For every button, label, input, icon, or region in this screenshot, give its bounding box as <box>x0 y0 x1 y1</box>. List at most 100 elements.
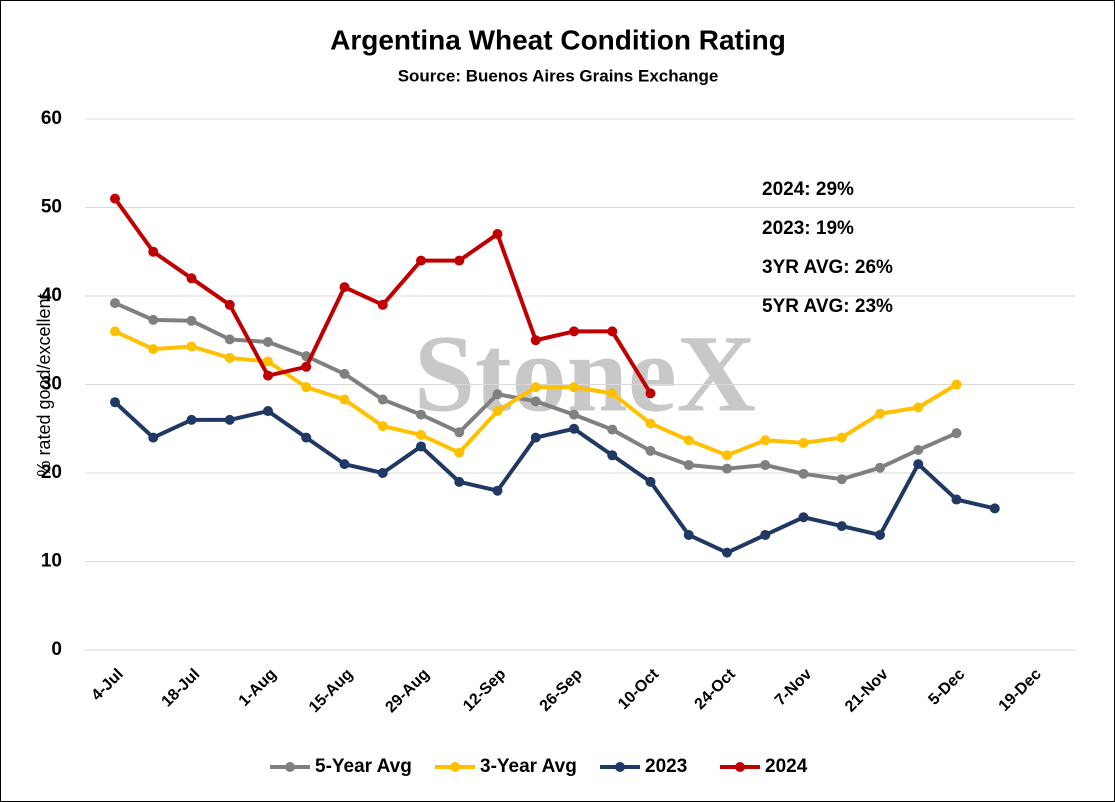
data-point <box>492 389 503 400</box>
data-point <box>224 299 235 310</box>
data-point <box>148 246 159 257</box>
data-point <box>875 529 885 540</box>
y-tick-label: 50 <box>41 197 62 218</box>
data-point <box>224 334 235 345</box>
data-point <box>492 406 503 417</box>
data-point <box>683 435 694 446</box>
data-point <box>339 394 350 405</box>
data-point <box>836 474 847 485</box>
data-point <box>339 459 350 470</box>
legend-marker <box>450 762 460 772</box>
data-point <box>377 468 388 478</box>
data-point <box>760 460 771 471</box>
series-line <box>113 400 996 555</box>
data-point <box>416 409 426 420</box>
data-point <box>607 450 618 461</box>
data-point <box>798 468 809 479</box>
data-point <box>148 432 159 443</box>
annotation: 2024: 29% <box>762 179 854 200</box>
data-point <box>530 335 541 346</box>
data-point <box>951 428 962 439</box>
data-point <box>645 476 656 487</box>
annotation: 5YR AVG: 23% <box>762 296 893 317</box>
data-point <box>951 379 962 390</box>
data-point <box>569 382 579 393</box>
data-point <box>148 314 159 325</box>
legend-marker <box>615 762 625 772</box>
data-point <box>110 298 120 309</box>
data-point <box>875 462 885 473</box>
legend-label: 2023 <box>645 756 687 777</box>
y-tick-label: 10 <box>41 551 62 572</box>
data-point <box>110 193 120 204</box>
data-point <box>110 326 120 337</box>
data-point <box>492 229 503 240</box>
data-point <box>454 447 465 458</box>
legend-label: 2024 <box>765 756 808 777</box>
data-point <box>607 424 618 435</box>
data-point <box>530 432 541 443</box>
legend-marker <box>285 762 295 772</box>
data-point <box>722 450 732 461</box>
legend-label: 3-Year Avg <box>480 756 577 777</box>
data-point <box>186 315 197 326</box>
data-point <box>454 476 465 487</box>
y-tick-label: 0 <box>51 639 62 660</box>
data-point <box>224 352 235 363</box>
y-tick-label: 20 <box>41 462 62 483</box>
data-point <box>951 494 962 505</box>
data-point <box>722 547 732 558</box>
data-point <box>339 282 350 293</box>
data-point <box>377 394 388 405</box>
data-point <box>607 388 618 399</box>
y-tick-label: 60 <box>41 108 62 129</box>
data-point <box>836 521 847 532</box>
data-point <box>989 503 1000 514</box>
data-point <box>263 337 273 348</box>
data-point <box>186 273 197 284</box>
data-point <box>645 445 656 456</box>
chart-subtitle: Source: Buenos Aires Grains Exchange <box>398 66 719 85</box>
data-point <box>913 444 924 455</box>
data-point <box>301 382 312 393</box>
data-point <box>492 485 503 496</box>
data-point <box>454 255 465 266</box>
legend-label: 5-Year Avg <box>315 756 412 777</box>
data-point <box>110 397 120 408</box>
data-point <box>186 341 197 352</box>
data-point <box>722 463 732 474</box>
data-point <box>301 361 312 372</box>
data-point <box>530 396 541 407</box>
data-point <box>913 402 924 413</box>
data-point <box>645 388 656 399</box>
data-point <box>645 418 656 429</box>
data-point <box>607 326 618 337</box>
data-point <box>683 529 694 540</box>
y-axis-label: % rated good/excellent <box>34 293 54 476</box>
data-point <box>416 429 426 440</box>
data-point <box>683 460 694 471</box>
annotation: 2023: 19% <box>762 218 854 239</box>
data-point <box>569 326 579 337</box>
chart-title: Argentina Wheat Condition Rating <box>330 24 786 55</box>
data-point <box>377 421 388 432</box>
data-point <box>416 255 426 266</box>
data-point <box>263 370 273 381</box>
data-point <box>569 409 579 420</box>
data-point <box>530 382 541 393</box>
data-point <box>569 423 579 434</box>
data-point <box>760 529 771 540</box>
data-point <box>263 356 273 367</box>
data-point <box>836 432 847 443</box>
data-point <box>760 435 771 446</box>
y-tick-label: 30 <box>41 374 62 395</box>
data-point <box>301 432 312 443</box>
legend-marker <box>735 762 745 772</box>
data-point <box>454 427 465 438</box>
data-point <box>224 414 235 425</box>
data-point <box>186 414 197 425</box>
data-point <box>875 408 885 419</box>
data-point <box>263 406 273 417</box>
data-point <box>148 344 159 355</box>
